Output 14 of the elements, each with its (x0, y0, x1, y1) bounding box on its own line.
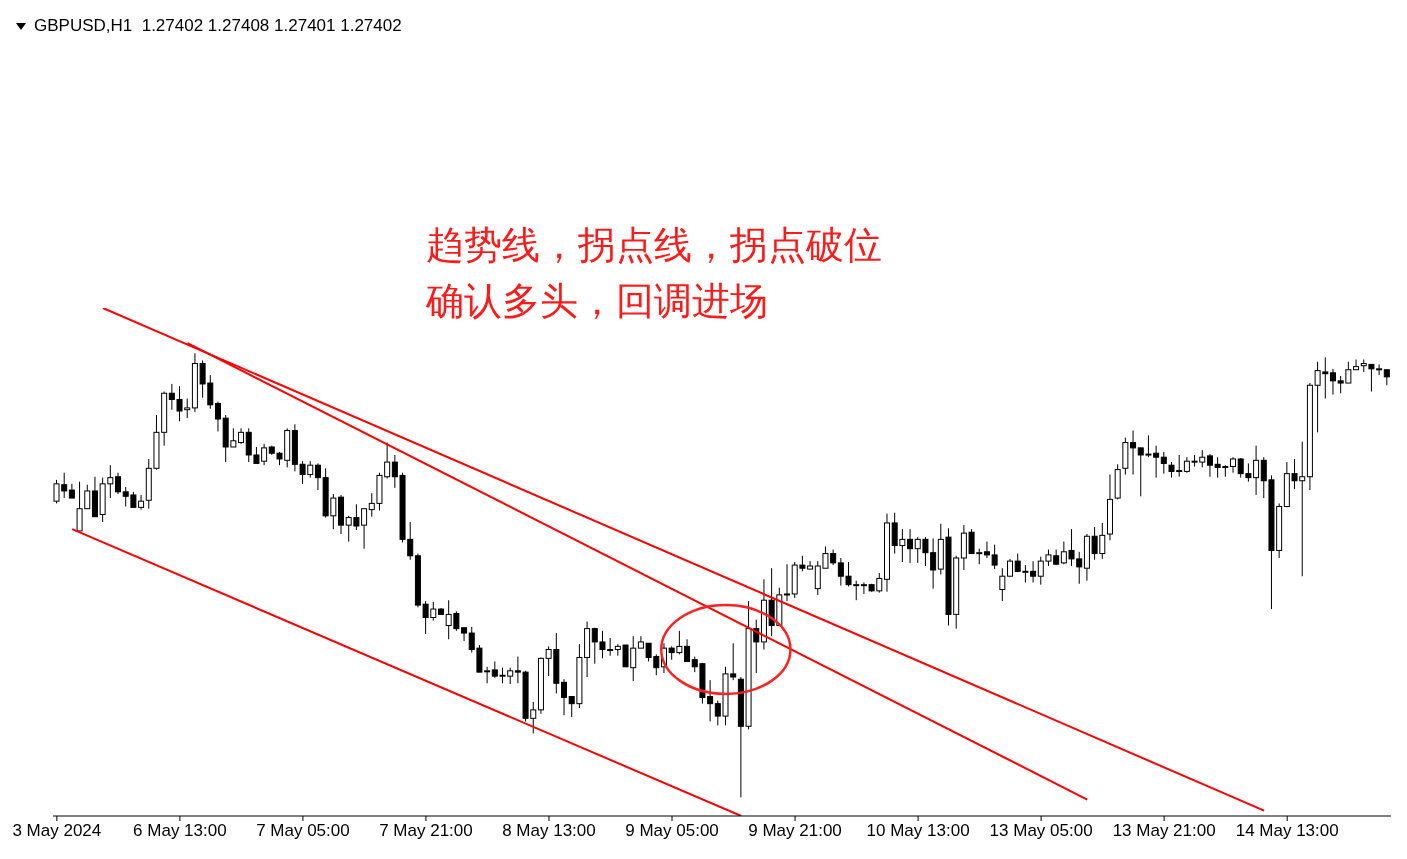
chart-title: GBPUSD,H1 1.27402 1.27408 1.27401 1.27402 (34, 16, 402, 36)
x-tick-label: 8 May 13:00 (502, 821, 596, 840)
x-tick-label: 9 May 05:00 (625, 821, 719, 840)
x-tick-label: 13 May 21:00 (1112, 821, 1216, 840)
x-tick-label: 3 May 2024 (12, 821, 102, 840)
text: 确认多头，回调进场 (426, 279, 768, 324)
x-tick-label: 14 May 13:00 (1235, 821, 1339, 840)
x-tick-label: 6 May 13:00 (133, 821, 227, 840)
x-tick-label: 13 May 05:00 (989, 821, 1093, 840)
x-tick-label: 7 May 21:00 (379, 821, 473, 840)
x-tick-label: 9 May 21:00 (748, 821, 842, 840)
text: 趋势线，拐点线，拐点破位 (426, 223, 882, 268)
x-tick-label: 10 May 13:00 (866, 821, 970, 840)
x-tick-label: 7 May 05:00 (256, 821, 350, 840)
